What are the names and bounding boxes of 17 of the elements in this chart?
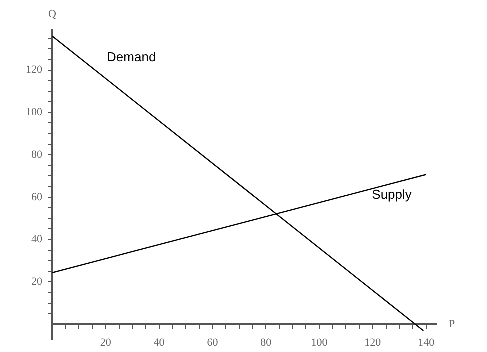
- y-tick-label: 120: [26, 64, 43, 76]
- y-tick-label: 20: [32, 276, 43, 288]
- x-tick-label: 80: [260, 337, 272, 350]
- y-tick-label: 100: [26, 106, 43, 119]
- x-axis-title: P: [449, 318, 456, 330]
- y-axis-title: Q: [48, 8, 57, 20]
- x-tick-label: 140: [418, 337, 436, 350]
- y-tick-label: 40: [32, 234, 43, 246]
- x-tick-label: 60: [207, 337, 219, 350]
- x-tick-label: 20: [100, 337, 112, 350]
- y-tick-label: 60: [32, 191, 43, 204]
- x-tick-label: 40: [154, 337, 166, 350]
- series-label: Demand: [107, 49, 156, 64]
- x-tick-label: 120: [364, 337, 382, 350]
- x-tick-label: 100: [311, 337, 328, 350]
- series-label: Supply: [372, 187, 412, 202]
- y-tick-label: 80: [32, 148, 43, 161]
